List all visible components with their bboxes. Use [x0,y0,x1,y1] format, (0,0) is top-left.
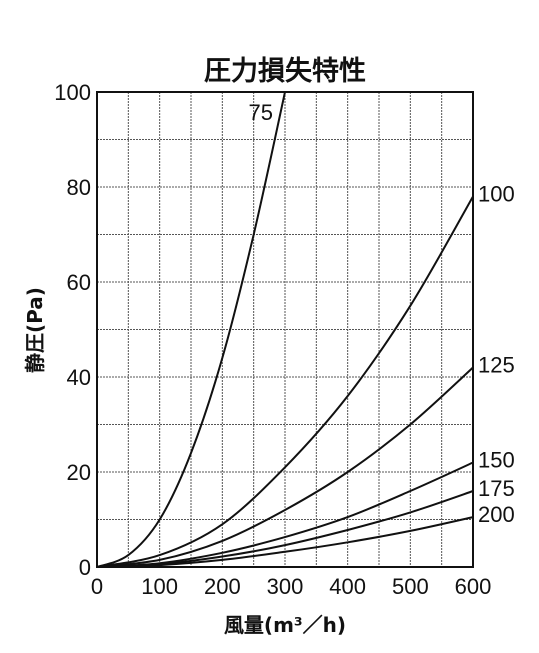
x-tick-label: 200 [204,574,241,599]
x-axis-ticks: 0 100 200 300 400 500 600 [91,574,491,599]
x-tick-label: 500 [392,574,429,599]
x-tick-label: 300 [267,574,304,599]
series-line-200 [96,516,474,568]
series-label-100: 100 [478,182,515,207]
series-line-75 [96,91,286,568]
y-tick-label: 60 [67,270,91,295]
y-tick-label: 80 [67,175,91,200]
curves [96,91,474,568]
series-label-125: 125 [478,353,515,378]
y-axis-ticks: 0 20 40 60 80 100 [54,80,91,580]
x-axis-label: 風量(m³／h) [224,613,346,637]
x-tick-label: 0 [91,574,103,599]
plot-frame [96,91,474,568]
x-tick-label: 100 [141,574,178,599]
series-label-150: 150 [478,448,515,473]
series-line-125 [96,366,474,568]
y-tick-label: 0 [79,555,91,580]
y-tick-label: 40 [67,365,91,390]
series-line-100 [96,196,474,568]
series-label-175: 175 [478,476,515,501]
y-tick-label: 100 [54,80,91,105]
y-axis-label: 静圧(Pa) [23,287,47,373]
x-tick-label: 600 [455,574,492,599]
series-label-200: 200 [478,502,515,527]
grid [97,92,473,567]
series-label-75: 75 [249,100,273,125]
chart-title: 圧力損失特性 [204,56,366,87]
x-tick-label: 400 [329,574,366,599]
y-tick-label: 20 [67,460,91,485]
